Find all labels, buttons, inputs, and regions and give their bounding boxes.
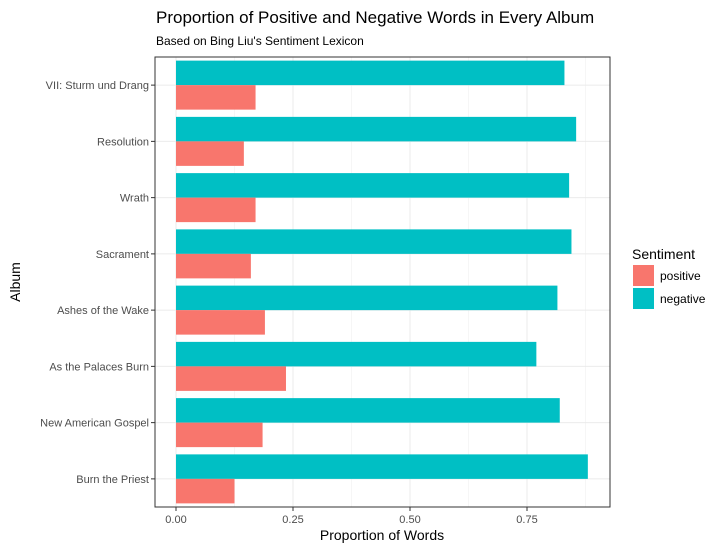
- legend-title: Sentiment: [632, 246, 695, 262]
- bar-positive: [176, 310, 265, 335]
- y-tick-label: New American Gospel: [40, 418, 149, 430]
- legend-label-negative: negative: [660, 292, 706, 306]
- bars: [176, 60, 588, 504]
- y-axis-label: Album: [7, 262, 23, 302]
- y-tick-label: Ashes of the Wake: [57, 305, 149, 317]
- bar-negative: [176, 173, 570, 198]
- y-tick-label: Resolution: [97, 136, 149, 148]
- bar-positive: [176, 422, 263, 448]
- legend-label-positive: positive: [660, 269, 701, 283]
- x-axis-label: Proportion of Words: [320, 527, 444, 543]
- legend: Sentiment positive negative: [632, 246, 706, 309]
- bar-negative: [176, 341, 537, 367]
- bar-positive: [176, 197, 256, 223]
- bar-negative: [176, 398, 560, 423]
- chart-subtitle: Based on Bing Liu's Sentiment Lexicon: [156, 34, 364, 48]
- x-tick-label: 0.25: [282, 514, 303, 526]
- bar-negative: [176, 285, 558, 311]
- bar-positive: [176, 85, 256, 110]
- x-axis-ticks: 0.00 0.25 0.50 0.75: [165, 507, 538, 526]
- bar-positive: [176, 141, 244, 166]
- panel-border: [154, 56, 611, 508]
- plot-panel: [154, 56, 611, 508]
- y-axis-ticks: VII: Sturm und Drang Resolution Wrath Sacra…: [40, 80, 155, 486]
- bar-positive: [176, 366, 286, 391]
- chart-title: Proportion of Positive and Negative Word…: [156, 8, 594, 27]
- x-tick-label: 0.50: [399, 514, 420, 526]
- bar-negative: [176, 116, 577, 142]
- bar-positive: [176, 253, 251, 279]
- x-tick-label: 0.75: [516, 514, 537, 526]
- bar-negative: [176, 60, 565, 86]
- legend-key-negative: [633, 288, 654, 309]
- x-tick-label: 0.00: [165, 514, 186, 526]
- y-tick-label: Wrath: [120, 193, 149, 205]
- bar-positive: [176, 478, 235, 504]
- y-tick-label: Burn the Priest: [76, 474, 149, 486]
- y-tick-label: VII: Sturm und Drang: [46, 80, 149, 92]
- bar-negative: [176, 229, 572, 254]
- bar-negative: [176, 454, 588, 479]
- y-tick-label: Sacrament: [96, 249, 149, 261]
- legend-items: positive negative: [633, 265, 706, 309]
- legend-key-positive: [633, 265, 654, 286]
- y-tick-label: As the Palaces Burn: [49, 361, 149, 373]
